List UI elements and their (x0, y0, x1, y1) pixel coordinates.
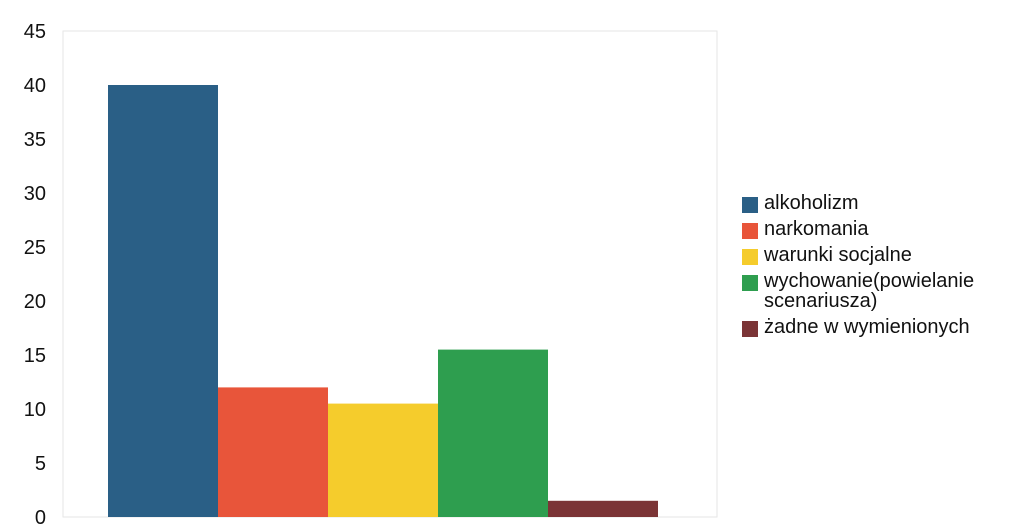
legend-label: narkomania (764, 218, 869, 240)
y-tick-label: 45 (24, 21, 46, 43)
legend-swatch (742, 197, 758, 213)
y-tick-label: 30 (24, 183, 46, 205)
y-tick-label: 20 (24, 291, 46, 313)
legend-item-narkomania: narkomania (742, 219, 1035, 239)
bar-1 (108, 85, 218, 517)
y-tick-label: 0 (35, 507, 46, 524)
legend-item-warunki-socjalne: warunki socjalne (742, 245, 1035, 265)
legend-label: wychowanie(powielanie scenariusza) (764, 270, 975, 312)
y-tick-label: 40 (24, 75, 46, 97)
chart-legend: alkoholizm narkomania warunki socjalne w… (742, 193, 1035, 343)
legend-item-wychowanie: wychowanie(powielanie scenariusza) (742, 271, 1035, 311)
legend-swatch (742, 321, 758, 337)
legend-swatch (742, 223, 758, 239)
y-tick-label: 25 (24, 237, 46, 259)
legend-swatch (742, 275, 758, 291)
y-tick-label: 10 (24, 399, 46, 421)
legend-label: alkoholizm (764, 192, 859, 214)
bar-5 (548, 500, 658, 517)
legend-swatch (742, 249, 758, 265)
y-tick-label: 15 (24, 345, 46, 367)
y-tick-label: 35 (24, 129, 46, 151)
bar-2 (218, 387, 328, 517)
y-tick-label: 5 (35, 453, 46, 475)
bar-4 (438, 349, 548, 517)
legend-item-alkoholizm: alkoholizm (742, 193, 1035, 213)
legend-label: warunki socjalne (764, 244, 912, 266)
legend-item-zadne: żadne w wymienionych (742, 317, 1035, 337)
legend-label: żadne w wymienionych (764, 316, 970, 338)
bar-3 (328, 403, 438, 517)
